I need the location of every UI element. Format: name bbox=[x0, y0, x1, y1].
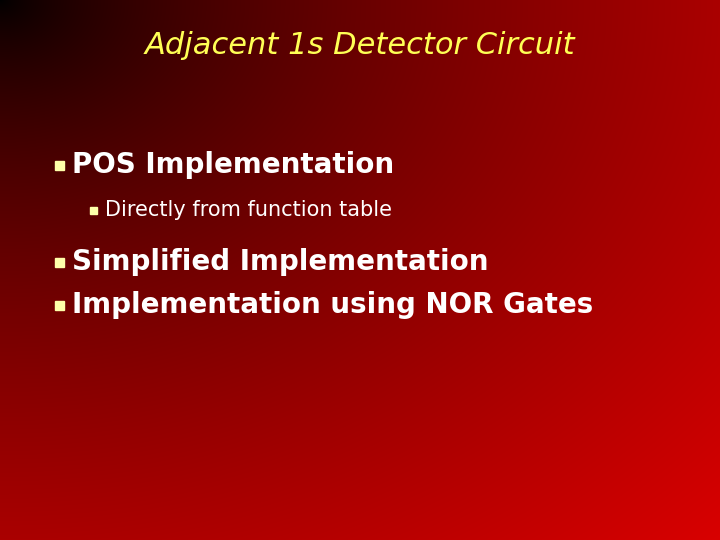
Text: POS Implementation: POS Implementation bbox=[72, 151, 394, 179]
Text: Adjacent 1s Detector Circuit: Adjacent 1s Detector Circuit bbox=[145, 30, 575, 59]
Text: Simplified Implementation: Simplified Implementation bbox=[72, 248, 488, 276]
Text: Directly from function table: Directly from function table bbox=[105, 200, 392, 220]
Text: Implementation using NOR Gates: Implementation using NOR Gates bbox=[72, 291, 593, 319]
Bar bbox=[55, 300, 64, 309]
Bar bbox=[90, 206, 97, 213]
Bar bbox=[55, 258, 64, 267]
Bar bbox=[55, 160, 64, 170]
